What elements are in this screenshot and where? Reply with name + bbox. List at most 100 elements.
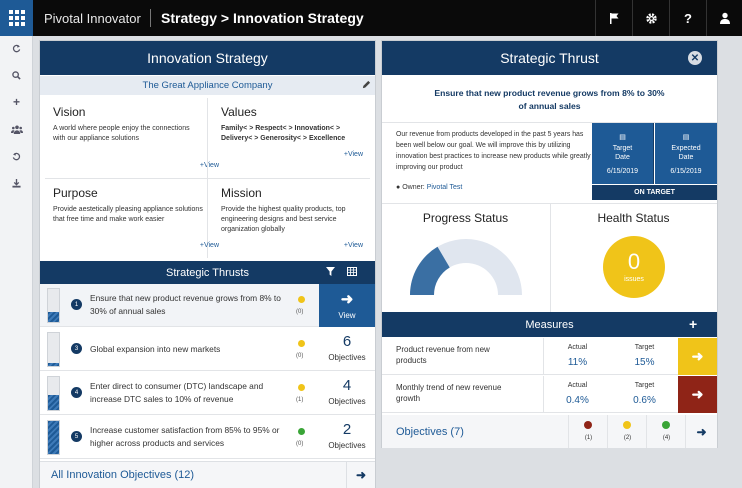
divider <box>150 9 151 27</box>
table-icon[interactable] <box>347 267 357 279</box>
search-icon[interactable] <box>0 67 33 83</box>
history-icon[interactable] <box>0 148 33 164</box>
thrust-row[interactable]: 3 Global expansion into new markets (0) … <box>40 328 375 371</box>
purpose-card: Purpose Provide aestetically pleasing ap… <box>53 179 219 259</box>
thrust-text: Global expansion into new markets <box>90 344 221 354</box>
target-label: Target <box>634 344 655 351</box>
objectives-row[interactable]: Objectives (7) (1) (2) (4) ➜ <box>382 415 717 448</box>
add-icon[interactable]: + <box>12 95 20 109</box>
arrow-right-icon[interactable]: ➜ <box>346 462 375 488</box>
thrust-number: 3 <box>71 343 82 354</box>
top-bar: Pivotal Innovator Strategy > Innovation … <box>0 0 742 36</box>
view-thrust-button[interactable]: ➜ View <box>319 284 375 327</box>
calendar-icon: ▤ <box>682 133 690 141</box>
all-objectives-row[interactable]: All Innovation Objectives (12) ➜ <box>40 461 375 488</box>
purpose-text: Provide aestetically pleasing appliance … <box>53 206 203 223</box>
objective-count: 4 <box>342 377 352 394</box>
calendar-icon: ▤ <box>619 133 626 141</box>
thrust-row[interactable]: 1 Ensure that new product revenue grows … <box>40 284 375 327</box>
status-dot <box>298 384 305 391</box>
panel-title: Innovation Strategy <box>40 41 375 75</box>
measure-name: Product revenue from new products <box>396 345 490 365</box>
add-measure-icon[interactable]: + <box>689 316 698 332</box>
owner: ● Owner: Pivotal Test <box>396 184 463 191</box>
all-objectives-link[interactable]: All Innovation Objectives (12) <box>51 469 195 481</box>
vision-view-link[interactable]: +View <box>199 162 219 169</box>
objective-status: (2) <box>607 415 646 448</box>
thrust-text: Increase customer satisfaction from 85% … <box>90 425 280 448</box>
vision-text: A world where people enjoy the connectio… <box>53 125 190 142</box>
status-count: (1) <box>584 435 593 441</box>
thrust-number: 1 <box>71 299 82 310</box>
health-status-title: Health Status <box>597 211 670 225</box>
measure-row[interactable]: Product revenue from new products Actual… <box>382 338 717 375</box>
divider <box>543 338 544 375</box>
objective-status: (1) <box>568 415 607 448</box>
status-dot <box>298 296 305 303</box>
values-view-link[interactable]: +View <box>343 151 363 158</box>
issue-count: (0) <box>296 441 304 447</box>
apps-grid-icon[interactable] <box>0 0 33 36</box>
brand-name: Pivotal Innovator <box>44 11 141 26</box>
user-icon[interactable] <box>706 0 742 36</box>
panel-title: Strategic Thrust <box>382 41 717 75</box>
divider <box>550 204 551 312</box>
objective-count: 6 <box>342 333 352 350</box>
arrow-right-icon: ➜ <box>340 290 354 308</box>
download-icon[interactable] <box>0 175 33 191</box>
issue-count: (0) <box>296 309 304 315</box>
edit-pencil-icon[interactable] <box>362 80 371 91</box>
help-icon[interactable]: ? <box>669 0 706 36</box>
close-icon[interactable]: ✕ <box>688 51 702 65</box>
objectives-link[interactable]: Objectives (7) <box>396 426 464 438</box>
mission-view-link[interactable]: +View <box>343 242 363 249</box>
sidebar: + <box>0 36 33 488</box>
thrust-description: Our revenue from products developed in t… <box>396 131 591 171</box>
gear-icon[interactable] <box>632 0 669 36</box>
target-date-box: ▤ Target Date 6/15/2019 <box>592 123 654 184</box>
status-count: (2) <box>623 435 632 441</box>
progress-status-title: Progress Status <box>422 211 509 225</box>
divider <box>382 203 717 204</box>
status-dot <box>298 428 305 435</box>
purpose-title: Purpose <box>53 186 98 200</box>
breadcrumb: Strategy > Innovation Strategy <box>161 10 364 26</box>
status-dot <box>623 421 631 429</box>
owner-name[interactable]: Pivotal Test <box>426 184 463 191</box>
status-count: (4) <box>662 435 671 441</box>
progress-gauge <box>410 239 522 295</box>
measures-header: Measures + <box>382 312 717 337</box>
status-dot <box>584 421 592 429</box>
objective-status: (4) <box>646 415 685 448</box>
progress-bar <box>47 288 60 323</box>
trend-up-icon[interactable]: ➜ <box>678 338 717 375</box>
refresh-icon[interactable] <box>0 40 33 56</box>
issue-count: 0 <box>627 249 641 274</box>
progress-bar <box>47 376 60 411</box>
actual-value: 0.4% <box>566 395 589 406</box>
objectives-label: Objectives <box>328 441 366 450</box>
mission-title: Mission <box>221 186 262 200</box>
values-card: Values Family< > Respect< > Innovation< … <box>221 98 371 176</box>
values-text: Family< > Respect< > Innovation< > Deliv… <box>221 125 346 142</box>
status-dot <box>662 421 670 429</box>
arrow-right-icon[interactable]: ➜ <box>685 415 717 448</box>
mission-card: Mission Provide the highest quality prod… <box>221 179 371 259</box>
measure-row[interactable]: Monthly trend of new revenue growth Actu… <box>382 376 717 413</box>
strategic-thrusts-header: Strategic Thrusts <box>40 261 375 284</box>
thrust-title: Ensure that new product revenue grows fr… <box>434 88 665 111</box>
expected-date-box: ▤ Expected Date 6/15/2019 <box>655 123 717 184</box>
on-target-badge: ON TARGET <box>592 185 717 200</box>
purpose-view-link[interactable]: +View <box>199 242 219 249</box>
vision-title: Vision <box>53 105 86 119</box>
filter-icon[interactable] <box>326 267 335 279</box>
measures-title: Measures <box>525 318 574 331</box>
thrust-row[interactable]: 4 Enter direct to consumer (DTC) landsca… <box>40 372 375 415</box>
thrust-row[interactable]: 5 Increase customer satisfaction from 85… <box>40 416 375 459</box>
objectives-label: Objectives <box>328 353 366 362</box>
values-title: Values <box>221 105 257 119</box>
trend-right-icon[interactable]: ➜ <box>678 376 717 413</box>
flag-icon[interactable] <box>595 0 632 36</box>
issue-count: (1) <box>296 397 304 403</box>
users-icon[interactable] <box>0 121 33 137</box>
